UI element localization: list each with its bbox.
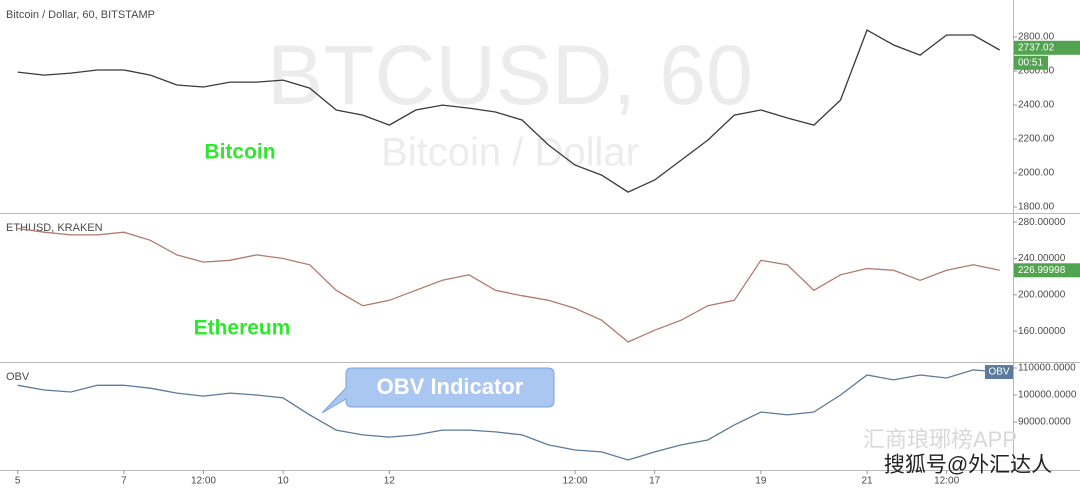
x-tick-label: 7 — [121, 476, 127, 487]
x-tick-label: 12:00 — [563, 476, 588, 487]
y-tick-label: 1800.00 — [1018, 202, 1055, 213]
pane-title: ETHUSD, KRAKEN — [6, 222, 103, 234]
annotation: Ethereum — [194, 317, 291, 340]
watermark-subtitle: Bitcoin / Dollar — [381, 131, 639, 175]
y-tick-label: 100000.0000 — [1018, 390, 1077, 401]
y-tick-label: 110000.0000 — [1018, 363, 1076, 374]
last-price-box — [1014, 40, 1080, 55]
pane-title: Bitcoin / Dollar, 60, BITSTAMP — [6, 9, 155, 21]
callout-text: OBV Indicator — [377, 374, 524, 399]
y-tick-label: 2400.00 — [1018, 100, 1055, 111]
y-tick-label: 160.00000 — [1018, 326, 1066, 337]
countdown-box — [1014, 55, 1048, 70]
x-tick-label: 10 — [278, 476, 290, 487]
x-tick-label: 21 — [861, 476, 873, 487]
callout-bubble — [321, 367, 555, 414]
x-tick-label: 12 — [384, 476, 396, 487]
source-watermark: 汇商琅琊榜APP — [863, 427, 1017, 452]
annotation: Bitcoin — [204, 141, 275, 164]
price-line — [17, 29, 1001, 193]
last-price-label: 2737.02 — [1018, 42, 1055, 53]
pane-title: OBV — [6, 371, 30, 383]
x-tick-label: 17 — [649, 476, 661, 487]
y-tick-label: 2600.00 — [1018, 66, 1055, 77]
y-tick-label: 280.00000 — [1018, 217, 1066, 228]
y-tick-label: 2200.00 — [1018, 134, 1055, 145]
price-line — [17, 369, 1000, 461]
y-tick-label: 200.00000 — [1018, 289, 1066, 300]
y-tick-label: 240.00000 — [1018, 253, 1066, 264]
last-price-box — [1014, 263, 1080, 278]
last-price-label: 226.99998 — [1018, 265, 1066, 276]
y-tick-label: 90000.0000 — [1018, 417, 1071, 428]
countdown-label: 00:51 — [1018, 57, 1043, 68]
series-label: OBV — [988, 367, 1009, 378]
price-line — [17, 227, 1000, 343]
y-tick-label: 2800.00 — [1018, 32, 1055, 43]
series-label-box — [985, 365, 1013, 380]
y-tick-label: 2000.00 — [1018, 168, 1055, 179]
x-tick-label: 19 — [755, 476, 767, 487]
x-tick-label: 5 — [15, 476, 21, 487]
callout: OBV Indicator — [321, 367, 555, 414]
watermark: BTCUSD, 60 — [267, 28, 752, 122]
x-tick-label: 12:00 — [934, 476, 959, 487]
x-tick-label: 12:00 — [191, 476, 216, 487]
source-watermark: 搜狐号@外汇达人 — [884, 454, 1052, 477]
